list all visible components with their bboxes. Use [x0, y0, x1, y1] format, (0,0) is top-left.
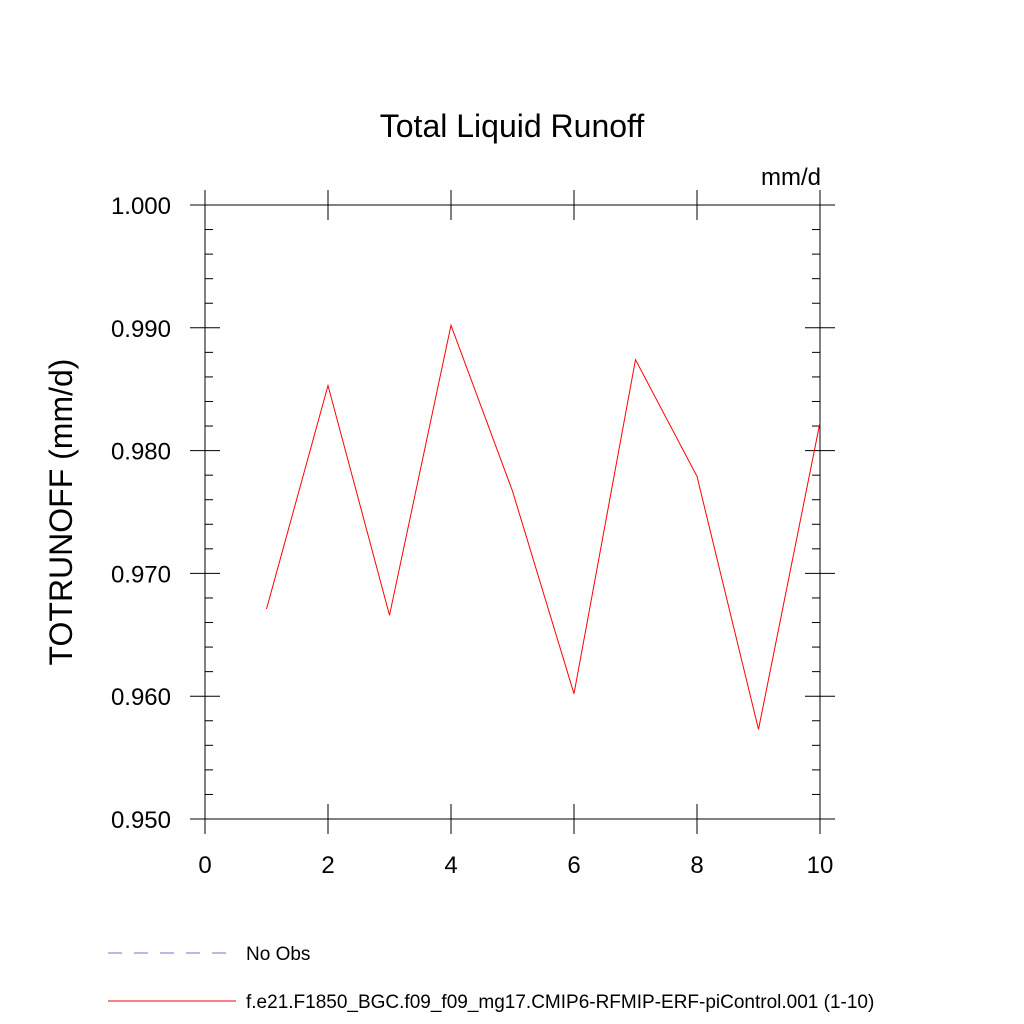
y-tick-label: 1.000	[111, 193, 171, 220]
x-tick-label: 4	[444, 852, 457, 879]
y-tick-label: 0.970	[111, 561, 171, 588]
y-tick-label: 0.990	[111, 316, 171, 343]
series-lines	[266, 323, 821, 730]
y-tick-label: 0.980	[111, 439, 171, 466]
x-tick-label: 6	[567, 852, 580, 879]
legend-label-no-obs: No Obs	[246, 944, 310, 965]
legend: No Obs f.e21.F1850_BGC.f09_f09_mg17.CMIP…	[108, 944, 874, 1013]
y-tick-label: 0.950	[111, 807, 171, 834]
tick-labels: 0 2 4 6 8 10 0.950 0.960 0.970 0.980 0.990 1.000	[111, 193, 833, 879]
x-tick-label: 2	[321, 852, 334, 879]
units-label: mm/d	[761, 164, 821, 191]
x-tick-label: 10	[807, 852, 834, 879]
x-tick-label: 8	[690, 852, 703, 879]
y-axis-label: TOTRUNOFF (mm/d)	[43, 359, 79, 666]
chart-title: Total Liquid Runoff	[380, 108, 645, 144]
legend-label-model-run: f.e21.F1850_BGC.f09_f09_mg17.CMIP6-RFMIP…	[246, 992, 874, 1013]
series-line-1	[266, 323, 821, 730]
x-tick-label: 0	[198, 852, 211, 879]
axis-ticks	[190, 190, 835, 834]
y-tick-label: 0.960	[111, 684, 171, 711]
plot-frame	[204, 204, 821, 820]
